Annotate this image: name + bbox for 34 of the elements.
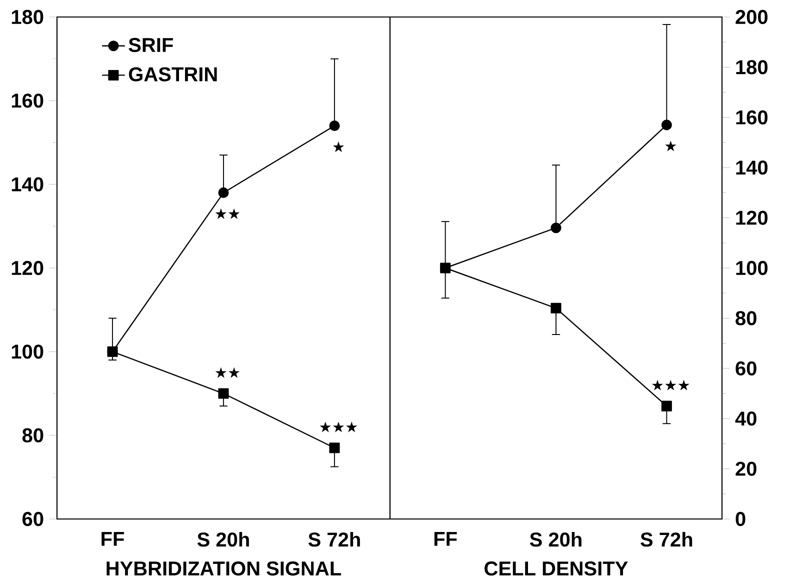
x-axis-title: HYBRIDIZATION SIGNAL — [106, 561, 342, 576]
y-tick-label: 100 — [736, 260, 768, 276]
y-tick-label: 100 — [12, 344, 44, 359]
y-tick-label: 180 — [736, 60, 768, 74]
y-tick-label: 180 — [12, 10, 44, 24]
x-tick-label: S 20h — [530, 532, 582, 547]
x-axis-title: CELL DENSITY — [484, 561, 628, 576]
y-tick-label: 120 — [12, 260, 44, 276]
y-tick-label: 160 — [736, 110, 768, 124]
data-label: ★ — [665, 140, 676, 152]
x-tick-label: FF — [434, 532, 457, 546]
data-label: ★★ — [215, 367, 240, 378]
y-tick-label: 140 — [736, 160, 768, 175]
y-tick-label: 140 — [12, 177, 44, 192]
data-label: ★ — [332, 141, 344, 152]
y-tick-label: 0 — [736, 512, 746, 526]
y-tick-label: 120 — [736, 210, 768, 225]
y-tick-label: 160 — [12, 94, 44, 108]
x-tick-label: S 72h — [640, 532, 692, 547]
legend-label: SRIF — [128, 38, 173, 52]
y-tick-label: 60 — [736, 361, 756, 376]
y-tick-label: 80 — [22, 428, 44, 442]
y-tick-label: 200 — [736, 10, 768, 24]
data-label: ★★★ — [652, 380, 690, 390]
y-tick-label: 40 — [735, 412, 756, 426]
x-tick-label: FF — [102, 532, 124, 546]
y-tick-label: 60 — [22, 512, 44, 526]
data-label: ★★ — [215, 208, 240, 220]
x-tick-label: S 20h — [197, 532, 249, 547]
y-tick-label: 20 — [736, 462, 756, 476]
data-label: ★★★ — [320, 422, 358, 432]
x-tick-label: S 72h — [308, 532, 360, 547]
y-tick-label: 80 — [736, 311, 756, 326]
legend-label: GASTRIN — [128, 67, 217, 82]
